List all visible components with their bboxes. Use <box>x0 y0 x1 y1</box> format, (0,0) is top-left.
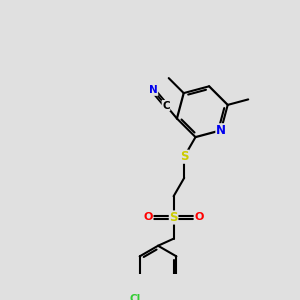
Text: O: O <box>143 212 153 223</box>
Text: N: N <box>216 124 226 137</box>
Text: Cl: Cl <box>130 295 141 300</box>
Text: N: N <box>149 85 158 95</box>
Text: O: O <box>194 212 204 223</box>
Text: S: S <box>169 211 178 224</box>
Text: C: C <box>162 100 170 110</box>
Text: S: S <box>180 150 188 163</box>
